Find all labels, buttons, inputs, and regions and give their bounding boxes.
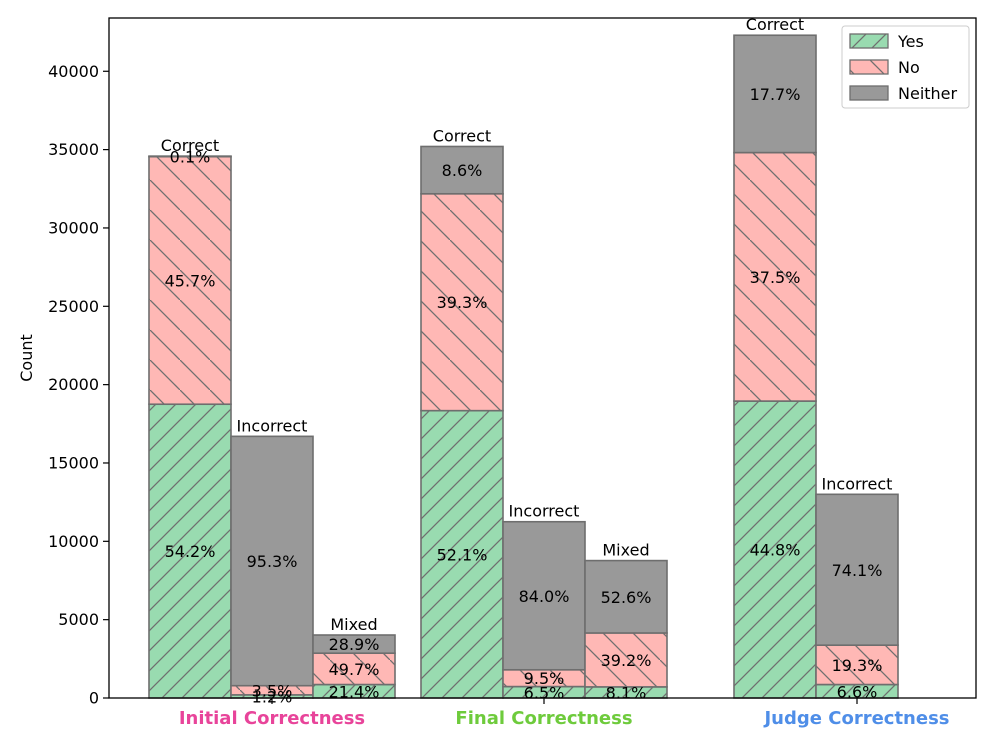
final-correctness-incorrect-yes-hatch: [503, 686, 585, 698]
initial-correctness-mixed-yes-hatch: [313, 684, 395, 698]
final-correctness-mixed-neither-segment: [585, 560, 667, 633]
final-correctness-correct-no-hatch: [421, 193, 503, 411]
final-correctness-mixed-yes-hatch: [585, 686, 667, 698]
judge-correctness-correct-no-hatch: [734, 152, 816, 402]
judge-correctness-correct-neither-segment: [734, 35, 816, 153]
initial-correctness-incorrect-no-hatch: [231, 685, 313, 695]
judge-correctness-correct-no-value-label: 37.5%: [750, 268, 801, 287]
final-correctness-incorrect-neither-value-label: 84.0%: [519, 587, 570, 606]
final-correctness-incorrect-no-value-label: 9.5%: [524, 669, 565, 688]
judge-correctness-incorrect-neither-value-label: 74.1%: [832, 561, 883, 580]
final-correctness-incorrect-neither-segment: [503, 521, 585, 670]
initial-correctness-correct-yes-hatch: [149, 404, 231, 698]
judge-correctness-incorrect-yes-value-label: 6.6%: [837, 682, 878, 701]
final-correctness-correct-neither-outline: [420, 145, 504, 195]
y-tick-label: 25000: [48, 297, 99, 316]
initial-correctness-incorrect-yes-hatch: [231, 694, 313, 698]
initial-correctness-mixed-neither-segment: [313, 635, 395, 654]
final-correctness-correct-neither-value-label: 8.6%: [442, 161, 483, 180]
y-tick-label: 35000: [48, 140, 99, 159]
legend-label-yes: Yes: [897, 32, 924, 51]
y-tick-label: 10000: [48, 532, 99, 551]
final-correctness-mixed-no-value-label: 39.2%: [601, 651, 652, 670]
initial-correctness-incorrect-no-value-label: 3.5%: [252, 681, 293, 700]
final-correctness-correct-no-value-label: 39.3%: [437, 293, 488, 312]
initial-correctness-correct-no-hatch: [149, 156, 231, 405]
y-tick-label: 30000: [48, 218, 99, 237]
initial-correctness-correct-bar-title: Correct: [161, 136, 219, 155]
legend-swatch-outline-neither: [849, 85, 889, 101]
initial-correctness-incorrect-bar-title: Incorrect: [237, 416, 308, 435]
final-correctness-correct-yes-hatch: [421, 410, 503, 698]
final-correctness-incorrect-bar-title: Incorrect: [509, 502, 580, 521]
initial-correctness-mixed-no-hatch: [313, 653, 395, 685]
x-group-label-final-correctness: Final Correctness: [455, 708, 632, 729]
legend-hatch-yes: [850, 34, 888, 48]
y-axis-label: Count: [17, 334, 36, 382]
legend-label-no: No: [898, 58, 920, 77]
y-tick-label: 40000: [48, 62, 99, 81]
initial-correctness-mixed-bar-title: Mixed: [330, 615, 377, 634]
judge-correctness-correct-neither-value-label: 17.7%: [750, 85, 801, 104]
final-correctness-correct-yes-value-label: 52.1%: [437, 545, 488, 564]
legend-swatch-outline-yes: [849, 33, 889, 49]
initial-correctness-correct-neither-outline: [148, 155, 232, 158]
judge-correctness-incorrect-neither-segment: [816, 494, 898, 646]
initial-correctness-correct-no-value-label: 45.7%: [165, 271, 216, 290]
initial-correctness-incorrect-yes-value-label: 1.2%: [252, 687, 293, 706]
judge-correctness-correct-bar-title: Correct: [746, 15, 804, 34]
legend-label-neither: Neither: [898, 84, 958, 103]
legend-swatch-outline-no: [849, 59, 889, 75]
final-correctness-mixed-neither-value-label: 52.6%: [601, 588, 652, 607]
legend-hatch-no: [850, 60, 888, 74]
y-tick-label: 5000: [58, 610, 99, 629]
y-tick-label: 20000: [48, 375, 99, 394]
judge-correctness-incorrect-neither-outline: [815, 493, 899, 646]
final-correctness-mixed-bar-title: Mixed: [602, 541, 649, 560]
y-tick-label: 0: [89, 689, 99, 708]
final-correctness-mixed-yes-value-label: 8.1%: [606, 683, 647, 702]
judge-correctness-incorrect-no-value-label: 19.3%: [832, 656, 883, 675]
initial-correctness-mixed-no-value-label: 49.7%: [329, 660, 380, 679]
judge-correctness-correct-neither-outline: [733, 34, 817, 154]
initial-correctness-mixed-neither-outline: [312, 634, 396, 654]
judge-correctness-incorrect-bar-title: Incorrect: [822, 474, 893, 493]
x-group-label-judge-correctness: Judge Correctness: [762, 708, 949, 729]
final-correctness-correct-bar-title: Correct: [433, 126, 491, 145]
final-correctness-mixed-neither-outline: [584, 559, 668, 634]
judge-correctness-incorrect-yes-hatch: [816, 684, 898, 698]
legend: Yes No Neither: [841, 25, 970, 109]
plot-frame: [108, 17, 977, 699]
initial-correctness-correct-neither-value-label: 0.1%: [170, 147, 211, 166]
initial-correctness-incorrect-neither-outline: [230, 435, 314, 687]
initial-correctness-correct-yes-value-label: 54.2%: [165, 542, 216, 561]
legend-swatch-neither: [850, 86, 888, 100]
y-tick-label: 15000: [48, 453, 99, 472]
judge-correctness-correct-yes-hatch: [734, 401, 816, 698]
initial-correctness-incorrect-neither-value-label: 95.3%: [247, 552, 298, 571]
initial-correctness-mixed-neither-value-label: 28.9%: [329, 635, 380, 654]
initial-correctness-mixed-yes-value-label: 21.4%: [329, 682, 380, 701]
initial-correctness-incorrect-neither-segment: [231, 436, 313, 686]
judge-correctness-incorrect-no-hatch: [816, 645, 898, 685]
final-correctness-correct-neither-segment: [421, 146, 503, 194]
judge-correctness-correct-yes-value-label: 44.8%: [750, 541, 801, 560]
x-group-label-initial-correctness: Initial Correctness: [179, 708, 365, 729]
final-correctness-mixed-no-hatch: [585, 632, 667, 687]
final-correctness-incorrect-no-hatch: [503, 669, 585, 687]
